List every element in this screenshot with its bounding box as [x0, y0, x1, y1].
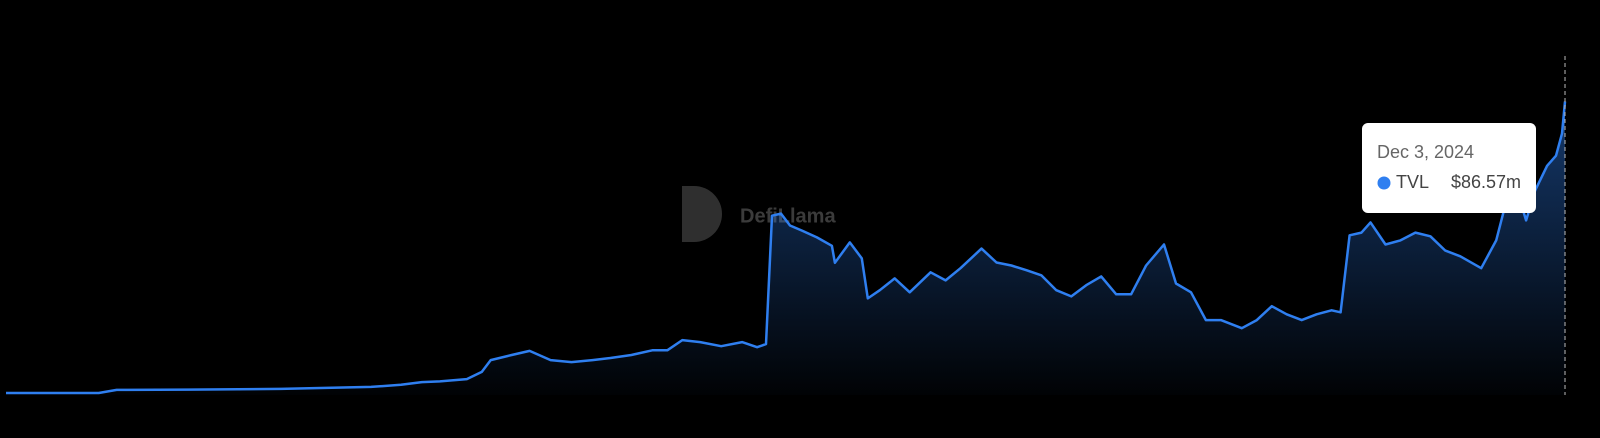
- tooltip-series: TVL: [1396, 172, 1429, 192]
- tooltip-date: Dec 3, 2024: [1377, 142, 1474, 162]
- tooltip-value: $86.57m: [1451, 172, 1521, 192]
- watermark-text: DefiLlama: [740, 205, 836, 227]
- line: [6, 101, 1567, 395]
- area-fill: [5, 101, 1566, 395]
- tooltip-marker: [1377, 176, 1391, 190]
- tooltip-box: [1362, 123, 1536, 213]
- watermark-logo: [682, 186, 722, 242]
- watermark: DefiLlama: [682, 186, 836, 242]
